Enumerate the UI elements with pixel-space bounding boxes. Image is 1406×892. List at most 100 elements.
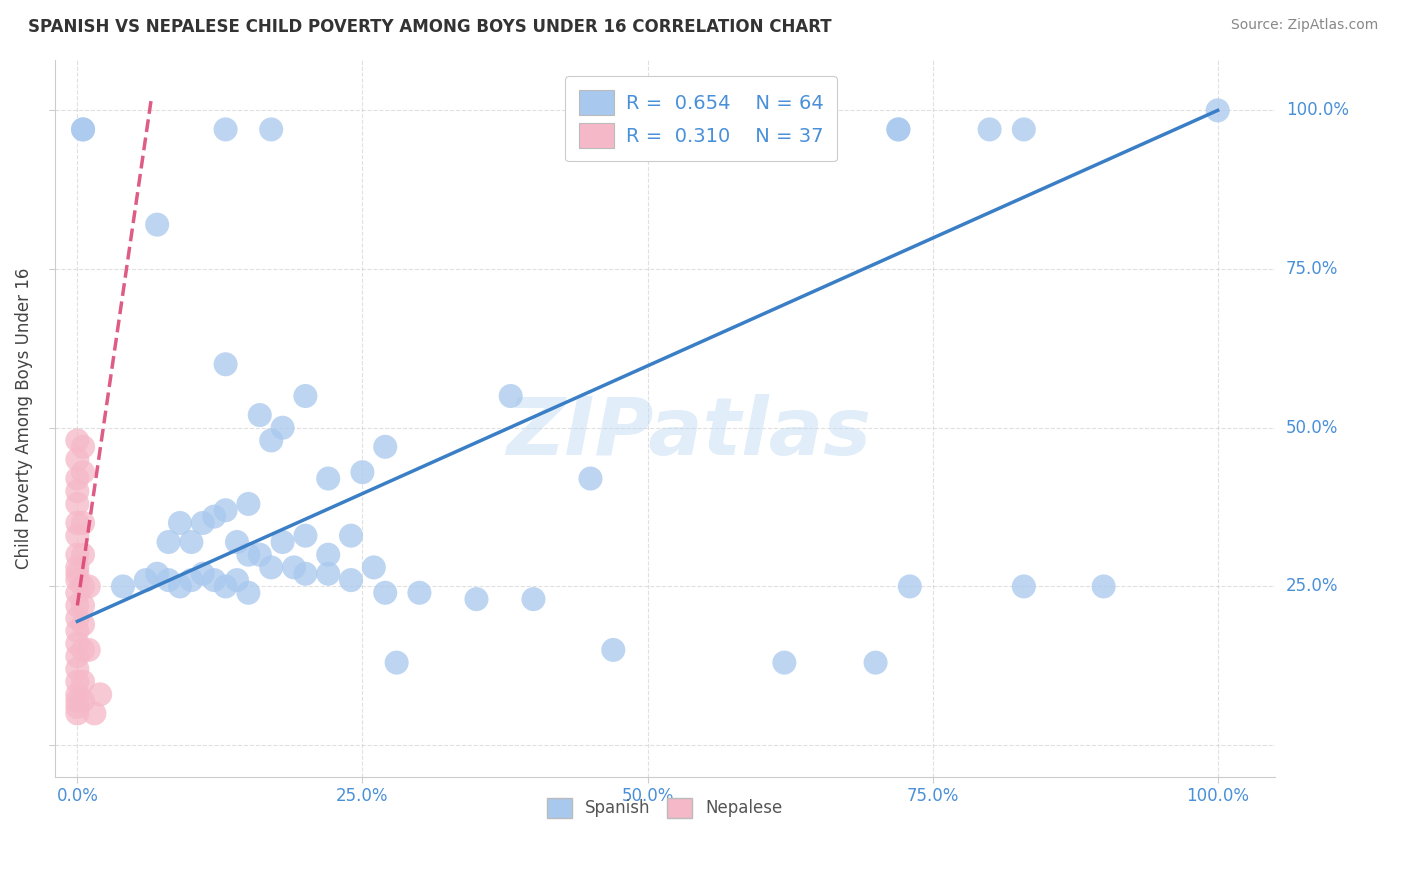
Point: [66, 687, 89, 701]
Point: [979, 122, 1001, 136]
Point: [77, 579, 100, 593]
Point: [238, 586, 260, 600]
Point: [385, 656, 408, 670]
Point: [316, 548, 339, 562]
Point: [1012, 122, 1035, 136]
Point: [72, 516, 94, 530]
Point: [66, 434, 89, 448]
Point: [66, 649, 89, 664]
Text: 25.0%: 25.0%: [1286, 577, 1339, 596]
Text: 100.0%: 100.0%: [1286, 102, 1348, 120]
Point: [202, 509, 225, 524]
Point: [238, 548, 260, 562]
Point: [283, 560, 305, 574]
Point: [1092, 579, 1115, 593]
Point: [66, 674, 89, 689]
Point: [180, 573, 202, 587]
Point: [72, 440, 94, 454]
Point: [157, 535, 180, 549]
Text: SPANISH VS NEPALESE CHILD POVERTY AMONG BOYS UNDER 16 CORRELATION CHART: SPANISH VS NEPALESE CHILD POVERTY AMONG …: [28, 18, 832, 36]
Point: [72, 643, 94, 657]
Point: [579, 471, 602, 485]
Point: [1206, 103, 1229, 118]
Text: 75.0%: 75.0%: [1286, 260, 1339, 278]
Point: [226, 573, 249, 587]
Point: [72, 122, 94, 136]
Point: [72, 617, 94, 632]
Point: [66, 484, 89, 499]
Point: [66, 516, 89, 530]
Point: [66, 636, 89, 650]
Point: [271, 535, 294, 549]
Point: [72, 465, 94, 479]
Point: [66, 529, 89, 543]
Point: [66, 599, 89, 613]
Point: [77, 643, 100, 657]
Point: [191, 516, 214, 530]
Point: [66, 452, 89, 467]
Point: [316, 566, 339, 581]
Point: [135, 573, 157, 587]
Point: [66, 566, 89, 581]
Point: [72, 599, 94, 613]
Point: [214, 503, 236, 517]
Text: Source: ZipAtlas.com: Source: ZipAtlas.com: [1230, 18, 1378, 32]
Point: [887, 122, 910, 136]
Point: [146, 218, 169, 232]
Point: [260, 122, 283, 136]
Point: [66, 573, 89, 587]
Point: [249, 548, 271, 562]
Point: [72, 548, 94, 562]
Point: [340, 573, 363, 587]
Y-axis label: Child Poverty Among Boys Under 16: Child Poverty Among Boys Under 16: [15, 268, 32, 569]
Point: [294, 389, 316, 403]
Point: [191, 566, 214, 581]
Point: [180, 535, 202, 549]
Point: [271, 421, 294, 435]
Point: [238, 497, 260, 511]
Point: [72, 674, 94, 689]
Point: [157, 573, 180, 587]
Point: [898, 579, 921, 593]
Point: [66, 471, 89, 485]
Point: [111, 579, 134, 593]
Point: [1012, 579, 1035, 593]
Point: [260, 560, 283, 574]
Point: [671, 122, 693, 136]
Point: [374, 440, 396, 454]
Point: [226, 535, 249, 549]
Point: [408, 586, 430, 600]
Point: [260, 434, 283, 448]
Point: [499, 389, 522, 403]
Point: [146, 566, 169, 581]
Point: [66, 700, 89, 714]
Point: [214, 122, 236, 136]
Point: [66, 611, 89, 625]
Point: [887, 122, 910, 136]
Point: [72, 579, 94, 593]
Point: [522, 592, 544, 607]
Point: [83, 706, 105, 721]
Point: [66, 548, 89, 562]
Point: [316, 471, 339, 485]
Text: ZIPatlas: ZIPatlas: [506, 393, 872, 472]
Text: 50.0%: 50.0%: [1286, 418, 1339, 437]
Point: [66, 497, 89, 511]
Point: [249, 408, 271, 422]
Point: [294, 529, 316, 543]
Point: [89, 687, 111, 701]
Point: [465, 592, 488, 607]
Point: [66, 560, 89, 574]
Point: [352, 465, 374, 479]
Point: [773, 656, 796, 670]
Legend: Spanish, Nepalese: Spanish, Nepalese: [538, 790, 792, 826]
Point: [716, 122, 738, 136]
Point: [66, 706, 89, 721]
Point: [169, 579, 191, 593]
Point: [374, 586, 396, 600]
Point: [66, 694, 89, 708]
Point: [169, 516, 191, 530]
Point: [214, 579, 236, 593]
Point: [340, 529, 363, 543]
Point: [66, 586, 89, 600]
